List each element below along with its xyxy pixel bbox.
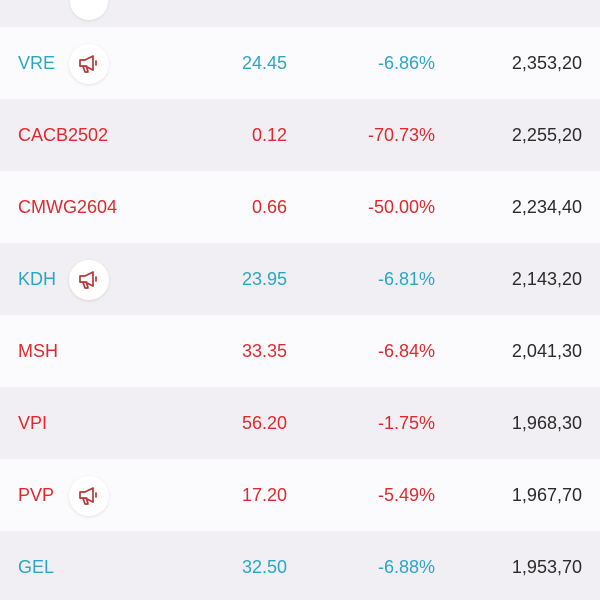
stock-price: 32.50 [241,557,287,577]
stock-symbol[interactable]: KDH [18,269,57,289]
stock-volume: 1,953,70 [511,557,582,577]
stock-symbol[interactable]: VPI [18,413,48,433]
stock-change-percent: -5.49% [377,485,435,505]
stock-change-percent: -6.81% [377,269,435,289]
stock-symbol[interactable]: CMWG2604 [18,197,118,217]
stock-row-msh[interactable]: MSH 33.35 -6.84% 2,041,30 [0,315,600,387]
stock-symbol[interactable]: MSH [18,341,58,361]
stock-price: 0.66 [251,197,287,217]
stock-volume: 2,143,20 [511,269,582,289]
stock-volume: 2,234,40 [511,197,582,217]
stock-row-pvp[interactable]: PVP 17.20 -5.49% 1,967,70 [0,459,600,531]
stock-symbol[interactable]: GEL [18,557,55,577]
stock-change-percent: -1.75% [377,413,435,433]
stock-row-cacb2502[interactable]: CACB2502 0.12 -70.73% 2,255,20 [0,99,600,171]
stock-price: 17.20 [241,485,287,505]
stock-change-percent: -6.88% [377,557,435,577]
stock-change-percent: -70.73% [367,125,435,145]
stock-symbol[interactable]: PVP [18,485,55,505]
stock-row-kdh[interactable]: KDH 23.95 -6.81% 2,143,20 [0,243,600,315]
stock-symbol[interactable]: CACB2502 [18,125,109,145]
stock-change-percent: -6.86% [377,53,435,73]
stock-price: 0.12 [251,125,287,145]
stock-price: 24.45 [241,53,287,73]
stock-volume: 2,041,30 [511,341,582,361]
stock-price: 33.35 [241,341,287,361]
stock-change-percent: -50.00% [367,197,435,217]
stock-volume: 1,968,30 [511,413,582,433]
stock-price: 23.95 [241,269,287,289]
stock-price: 56.20 [241,413,287,433]
stock-row-gel[interactable]: GEL 32.50 -6.88% 1,953,70 [0,531,600,600]
megaphone-icon [78,54,100,74]
previous-row-partial[interactable] [0,0,600,27]
announcement-button[interactable] [69,44,109,84]
stock-row-vre[interactable]: VRE 24.45 -6.86% 2,353,20 [0,27,600,99]
announcement-button[interactable] [70,0,108,20]
stock-symbol[interactable]: VRE [18,53,56,73]
megaphone-icon [78,270,100,290]
announcement-button[interactable] [69,260,109,300]
stock-row-cmwg2604[interactable]: CMWG2604 0.66 -50.00% 2,234,40 [0,171,600,243]
announcement-button[interactable] [69,476,109,516]
stock-volume: 2,255,20 [511,125,582,145]
megaphone-icon [78,486,100,506]
stock-row-vpi[interactable]: VPI 56.20 -1.75% 1,968,30 [0,387,600,459]
stock-volume: 2,353,20 [511,53,582,73]
stock-volume: 1,967,70 [511,485,582,505]
stock-change-percent: -6.84% [377,341,435,361]
